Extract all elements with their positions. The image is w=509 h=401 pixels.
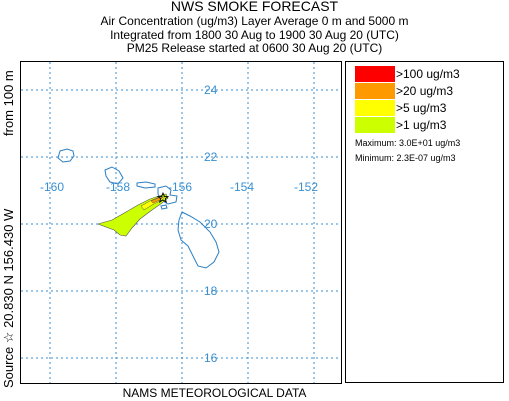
- lat-label-16: 16: [204, 351, 218, 365]
- smoke-plume: [97, 191, 170, 237]
- island-molokai: [136, 181, 156, 189]
- legend-swatch-gt100: [355, 66, 395, 82]
- lat-label-18: 18: [204, 284, 218, 298]
- footer-data-source: NAMS METEOROLOGICAL DATA: [122, 386, 307, 400]
- island-oahu: [104, 166, 124, 185]
- island-kahoolawe: [160, 204, 168, 210]
- lat-label-24: 24: [204, 83, 218, 97]
- legend-swatch-gt1: [355, 117, 395, 133]
- island-kauai: [57, 148, 75, 163]
- subtitle-integration: Integrated from 1800 30 Aug to 1900 30 A…: [110, 28, 399, 42]
- subtitle-concentration: Air Concentration (ug/m3) Layer Average …: [100, 14, 409, 28]
- island-hawaii: [177, 211, 220, 269]
- legend-label-gt5: >5 ug/m3: [396, 101, 447, 115]
- lon-label-158: -158: [106, 180, 130, 194]
- legend-label-gt100: >100 ug/m3: [396, 67, 460, 81]
- lon-label-152: -152: [294, 180, 318, 194]
- legend-maximum: Maximum: 3.0E+01 ug/m3: [355, 138, 461, 148]
- lon-label-160: -160: [40, 180, 64, 194]
- legend-item-gt1: >1 ug/m3: [355, 117, 505, 133]
- legend-label-gt20: >20 ug/m3: [396, 84, 454, 98]
- legend-item-gt100: >100 ug/m3: [355, 66, 505, 82]
- subtitle-release: PM25 Release started at 0600 30 Aug 20 (…: [126, 41, 383, 55]
- source-star-icon: [156, 191, 170, 203]
- lon-label-154: -154: [230, 180, 254, 194]
- page-title: NWS SMOKE FORECAST: [170, 0, 339, 14]
- legend-label-gt1: >1 ug/m3: [396, 118, 447, 132]
- legend-swatch-gt20: [355, 83, 395, 99]
- lon-label-156: -156: [168, 180, 192, 194]
- concentration-legend: >100 ug/m3 >20 ug/m3 >5 ug/m3 >1 ug/m3 M…: [345, 61, 504, 383]
- legend-minimum: Minimum: 2.3E-07 ug/m3: [355, 153, 456, 163]
- legend-swatch-gt5: [355, 100, 395, 116]
- lat-label-22: 22: [204, 150, 218, 164]
- legend-item-gt20: >20 ug/m3: [355, 83, 505, 99]
- coastlines: [57, 148, 220, 269]
- legend-item-gt5: >5 ug/m3: [355, 100, 505, 116]
- lat-label-20: 20: [204, 217, 218, 231]
- map-frame: [20, 61, 342, 384]
- graticule: [21, 62, 341, 383]
